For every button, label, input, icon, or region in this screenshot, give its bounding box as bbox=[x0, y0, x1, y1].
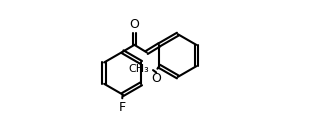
Text: O: O bbox=[152, 72, 161, 85]
Text: F: F bbox=[118, 101, 125, 114]
Text: CH₃: CH₃ bbox=[129, 64, 150, 74]
Text: O: O bbox=[130, 18, 139, 31]
